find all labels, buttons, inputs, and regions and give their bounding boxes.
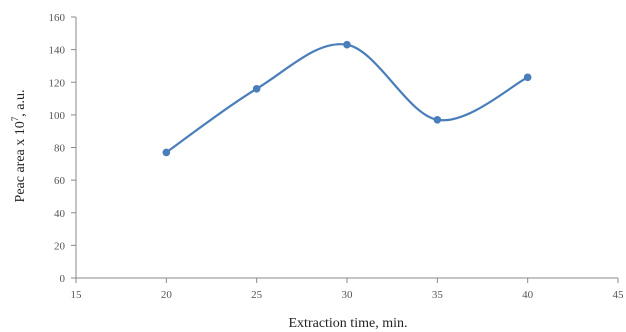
series-line	[165, 43, 529, 154]
axes	[71, 16, 619, 283]
x-axis-title: Extraction time, min.	[289, 316, 408, 331]
y-tick-label: 80	[54, 143, 66, 155]
y-axis-title: Peac area x 107, a.u.	[10, 90, 28, 203]
y-tick-label: 20	[54, 240, 66, 252]
y-tick-label: 100	[49, 110, 66, 122]
data-point	[162, 148, 171, 157]
x-tick-label: 45	[613, 289, 625, 301]
y-tick-labels: 0 20 40 60 80 100 120 140 160	[49, 12, 66, 285]
y-axis-title-exponent: 7	[10, 116, 20, 121]
y-tick-label: 0	[60, 273, 66, 285]
y-tick-label: 140	[49, 45, 66, 57]
data-point	[343, 40, 351, 49]
x-tick-label: 20	[161, 289, 173, 301]
x-tick-labels: 15 20 25 30 35 40 45	[71, 289, 625, 301]
y-tick-label: 160	[49, 12, 66, 24]
data-point	[433, 115, 442, 124]
x-tick-label: 40	[522, 289, 534, 301]
y-axis-title-unit: , a.u.	[13, 90, 28, 117]
x-tick-label: 35	[432, 289, 444, 301]
y-tick-label: 120	[49, 77, 66, 89]
y-axis-title-main: Peac area x 10	[13, 121, 28, 202]
x-tick-label: 15	[71, 289, 83, 301]
y-tick-label: 40	[54, 208, 66, 220]
y-tick-label: 60	[54, 175, 66, 187]
series-layer	[162, 40, 532, 157]
x-tick-label: 25	[251, 289, 263, 301]
x-tick-label: 30	[342, 289, 354, 301]
data-point	[252, 84, 261, 93]
data-point	[523, 73, 532, 82]
